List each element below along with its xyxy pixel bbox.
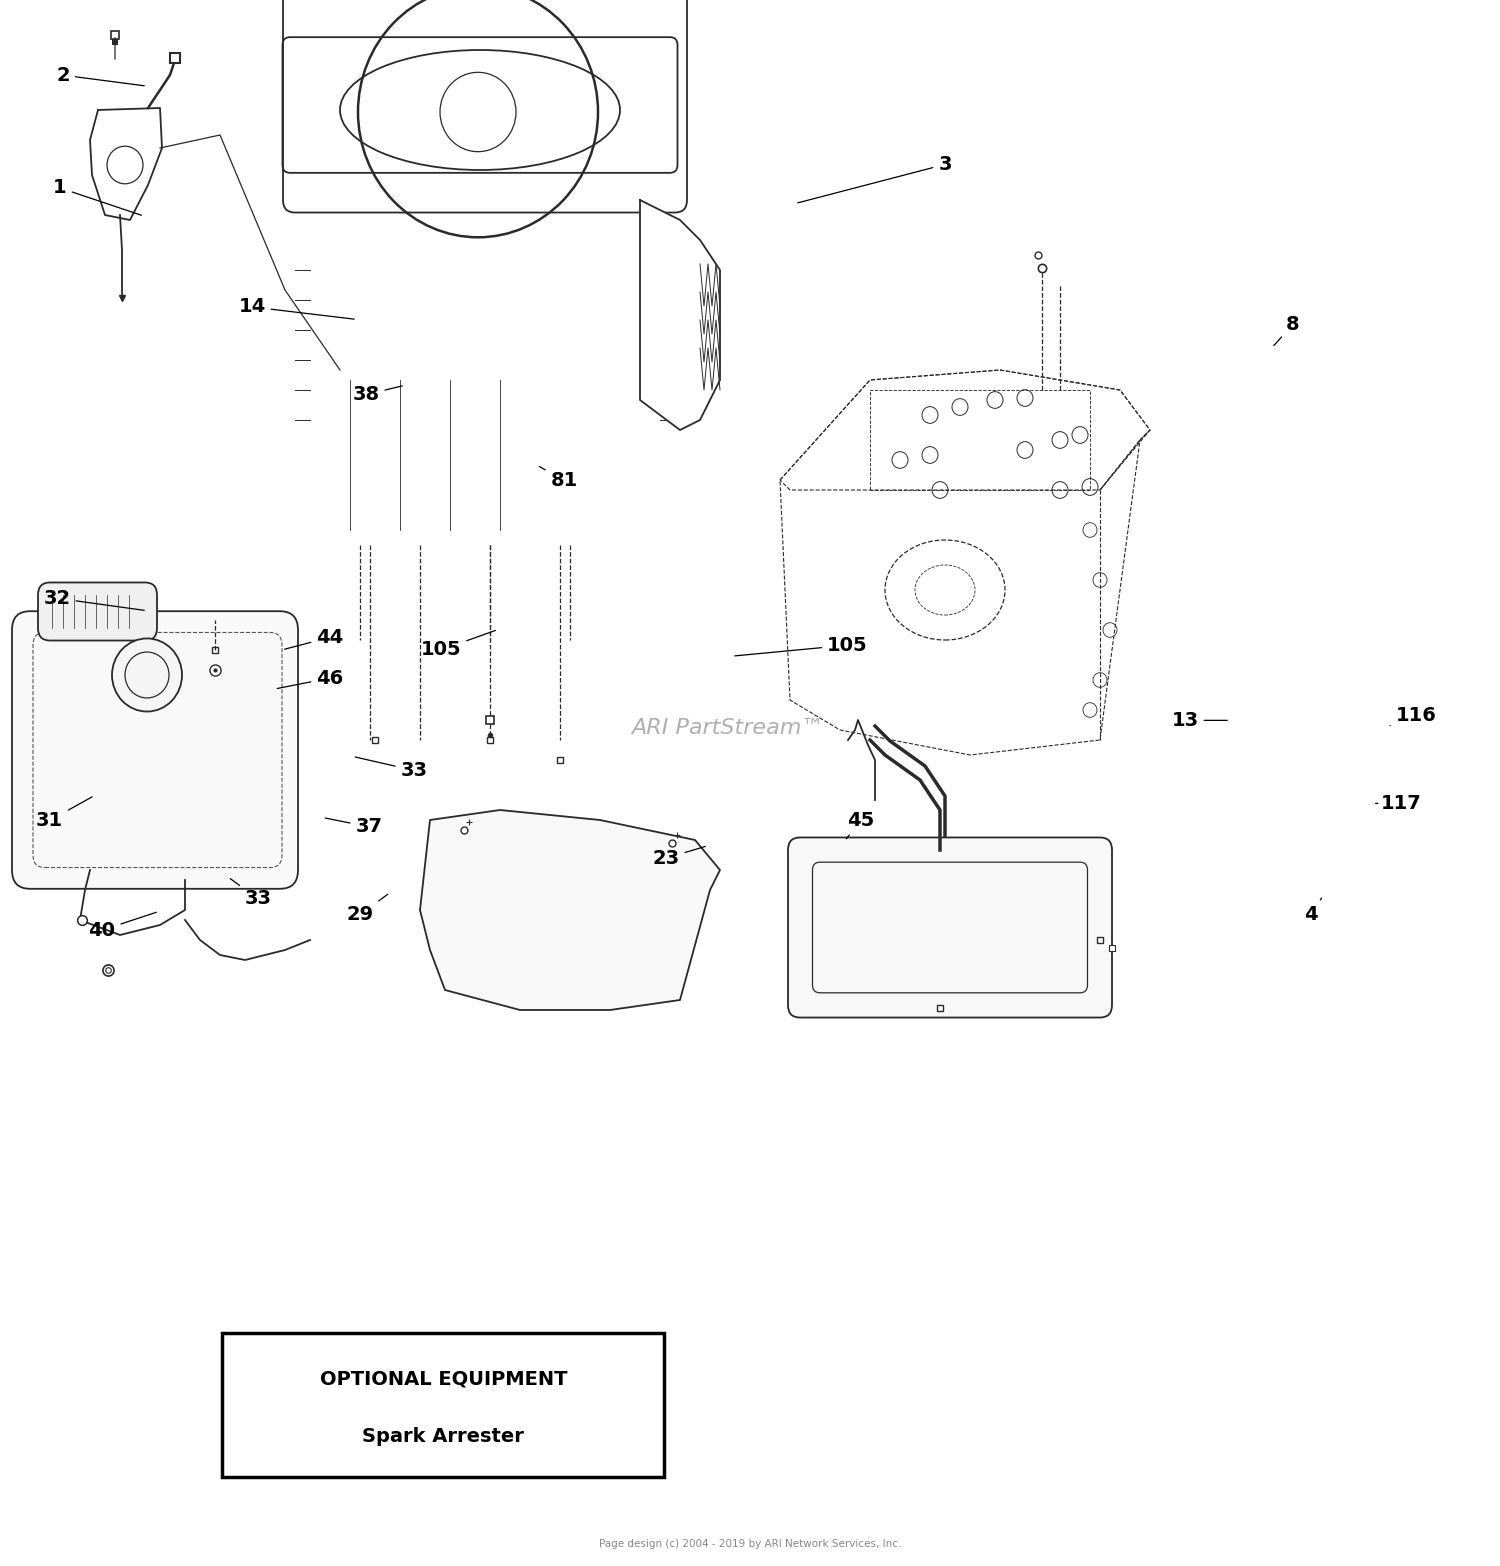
Text: 13: 13: [1172, 711, 1227, 730]
FancyBboxPatch shape: [788, 838, 1112, 1018]
Text: 4: 4: [1304, 897, 1322, 924]
FancyBboxPatch shape: [38, 583, 158, 640]
Text: OPTIONAL EQUIPMENT: OPTIONAL EQUIPMENT: [320, 1369, 567, 1389]
Text: 32: 32: [44, 589, 144, 611]
Text: 1: 1: [53, 179, 141, 215]
Text: 38: 38: [352, 385, 402, 404]
Text: 3: 3: [798, 155, 951, 204]
FancyBboxPatch shape: [12, 611, 298, 889]
Bar: [870, 390, 1090, 490]
FancyBboxPatch shape: [568, 850, 663, 900]
Text: 8: 8: [1274, 315, 1300, 346]
Text: 117: 117: [1376, 794, 1422, 813]
Polygon shape: [640, 200, 720, 431]
Text: 44: 44: [285, 628, 344, 650]
Circle shape: [112, 639, 182, 711]
Text: 37: 37: [326, 817, 382, 836]
Text: 33: 33: [356, 756, 428, 780]
Text: 116: 116: [1390, 706, 1437, 725]
Text: 40: 40: [88, 913, 156, 940]
Text: 33: 33: [230, 879, 272, 908]
Text: 2: 2: [56, 66, 144, 86]
Text: 105: 105: [420, 631, 495, 659]
Text: ARI PartStream™: ARI PartStream™: [632, 719, 824, 738]
Text: 81: 81: [540, 467, 578, 490]
Text: 23: 23: [652, 847, 705, 868]
Text: 31: 31: [36, 797, 92, 830]
Text: 105: 105: [735, 636, 868, 656]
Polygon shape: [420, 810, 720, 1010]
FancyBboxPatch shape: [222, 1333, 664, 1477]
Text: 29: 29: [346, 894, 388, 924]
Text: 45: 45: [846, 811, 874, 839]
FancyBboxPatch shape: [471, 850, 566, 900]
Text: 14: 14: [238, 298, 354, 319]
Text: Page design (c) 2004 - 2019 by ARI Network Services, Inc.: Page design (c) 2004 - 2019 by ARI Netwo…: [598, 1539, 902, 1549]
Text: 46: 46: [278, 669, 344, 689]
Text: Spark Arrester: Spark Arrester: [363, 1427, 524, 1445]
